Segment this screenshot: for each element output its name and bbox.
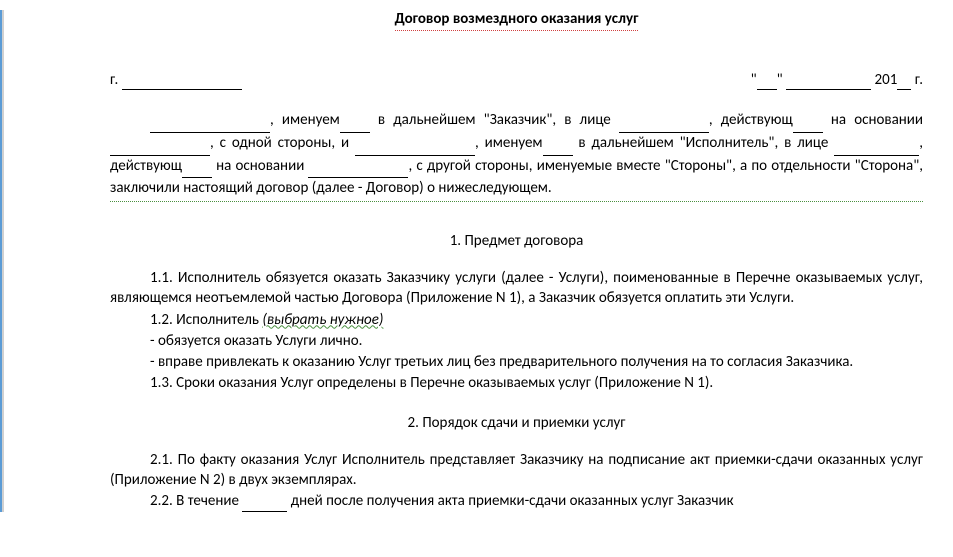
intro-blank-6 [355,133,475,156]
clause-1-2-dash-2: - вправе привлекать к оказанию Услуг тре… [110,352,923,372]
document-page: Договор возмездного оказания услуг г. " … [0,10,953,512]
city-field: г. [110,71,242,90]
date-quote-close: " [777,71,783,89]
city-blank [122,71,242,90]
clause-2-2-b: дней после получения акта приемки-сдачи … [287,492,733,510]
intro-blank-9 [182,156,212,179]
intro-blank-10 [308,156,408,179]
section-2-heading: 2. Порядок сдачи и приемки услуг [110,414,923,432]
intro-text-3: , действующ [709,111,793,129]
clause-1-1: 1.1. Исполнитель обязуется оказать Заказ… [110,268,923,309]
intro-paragraph: , именуем в дальнейшем "Заказчик", в лиц… [110,110,923,202]
intro-blank-7 [543,133,573,156]
intro-text-2: в дальнейшем "Заказчик", в лице [370,111,619,129]
date-month-blank [786,71,871,90]
page-left-border [0,10,4,512]
intro-text-4: на основании [823,111,923,129]
clause-1-3: 1.3. Сроки оказания Услуг определены в П… [110,373,923,393]
intro-text-6: , именуем [475,134,543,152]
date-day-blank [757,71,777,90]
date-year-suffix: г. [911,71,923,89]
date-field: " " 201 г. [751,71,923,90]
clause-2-2: 2.2. В течение дней после получения акта… [110,491,923,512]
clause-1-2: 1.2. Исполнитель (выбрать нужное) [110,310,923,330]
clause-2-1: 2.1. По факту оказания Услуг Исполнитель… [110,450,923,491]
intro-text-1: , именуем [270,111,340,129]
intro-blank-1 [150,110,270,133]
intro-blank-8 [834,133,919,156]
document-title: Договор возмездного оказания услуг [395,10,639,31]
intro-text-5: , с одной стороны, и [210,134,355,152]
clause-2-2-blank [242,491,287,512]
intro-blank-5 [110,133,210,156]
section-1-heading: 1. Предмет договора [110,232,923,250]
intro-blank-2 [340,110,370,133]
city-prefix: г. [110,71,118,89]
intro-text-7: в дальнейшем "Исполнитель", в лице [573,134,835,152]
intro-blank-3 [619,110,709,133]
title-wrapper: Договор возмездного оказания услуг [110,10,923,51]
clause-1-2-b: (выбрать нужное) [262,311,383,329]
clause-1-2-a: 1.2. Исполнитель [150,311,262,329]
clause-2-2-a: 2.2. В течение [150,492,242,510]
clause-1-2-dash-1: - обязуется оказать Услуги лично. [110,331,923,351]
intro-blank-4 [793,110,823,133]
date-year-prefix: 201 [875,71,898,89]
date-year-blank [897,71,911,90]
intro-text-9: на основании [212,157,309,175]
header-row: г. " " 201 г. [110,71,923,90]
